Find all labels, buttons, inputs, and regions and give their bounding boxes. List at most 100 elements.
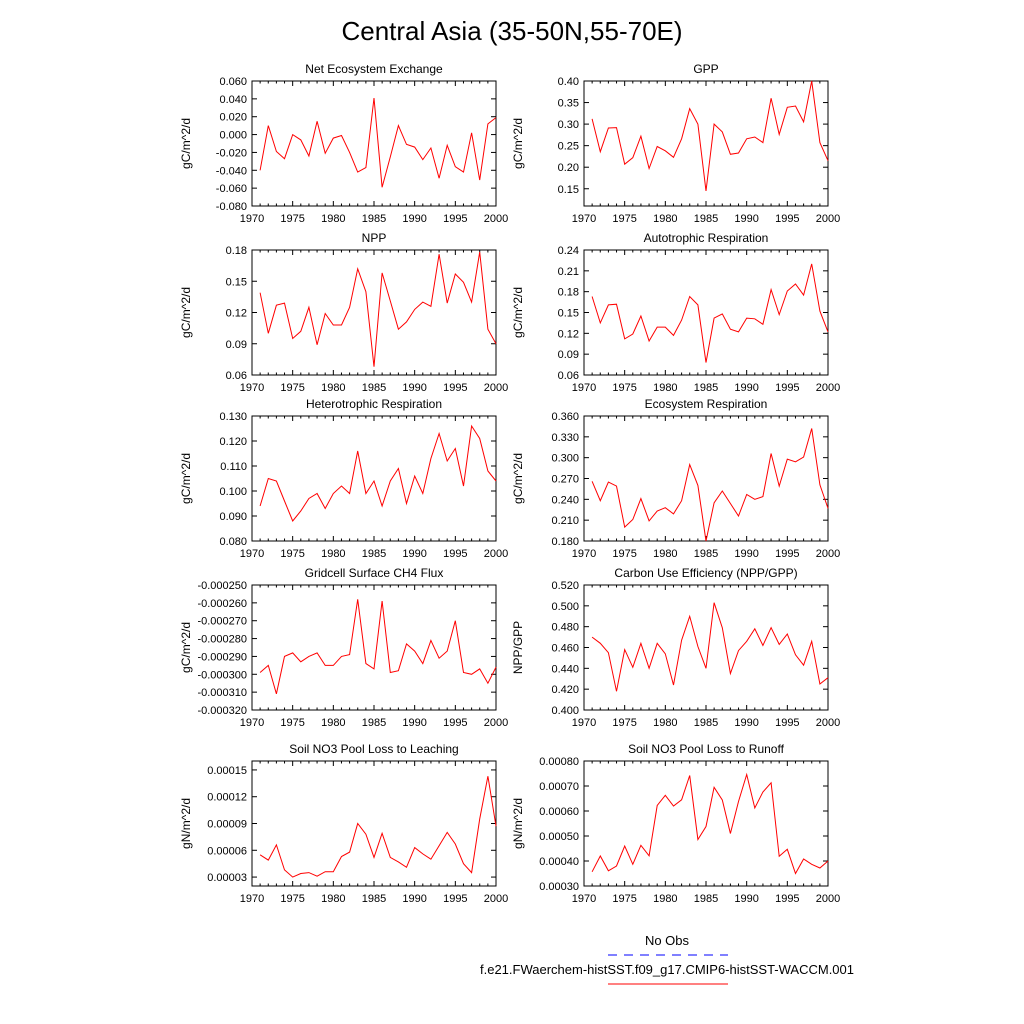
x-tick-label: 1985 bbox=[694, 382, 718, 394]
chart-title: Soil NO3 Pool Loss to Leaching bbox=[289, 742, 458, 756]
x-tick-label: 1975 bbox=[612, 893, 636, 905]
series-line bbox=[259, 599, 497, 695]
chart-leach: Soil NO3 Pool Loss to Leaching gN/m^2/d 19… bbox=[179, 742, 508, 905]
x-tick-label: 1990 bbox=[402, 213, 426, 225]
y-tick-label: 0.18 bbox=[226, 245, 247, 257]
plot-frame bbox=[251, 249, 497, 376]
y-tick-label: 0.00070 bbox=[539, 781, 579, 793]
x-tick-label: 1975 bbox=[280, 382, 304, 394]
y-tick-label: -0.000290 bbox=[197, 651, 247, 663]
x-tick-label: 2000 bbox=[816, 213, 840, 225]
chart-ch4: Gridcell Surface CH4 Flux gC/m^2/d 1970 197… bbox=[179, 566, 508, 729]
y-tick-label: -0.000310 bbox=[197, 687, 247, 699]
x-tick-label: 1975 bbox=[280, 717, 304, 729]
series-line bbox=[259, 776, 497, 878]
x-tick-label: 2000 bbox=[484, 717, 508, 729]
chart-title: Gridcell Surface CH4 Flux bbox=[305, 566, 444, 580]
y-tick-label: 0.00080 bbox=[539, 756, 579, 768]
chart-title: Soil NO3 Pool Loss to Runoff bbox=[628, 742, 785, 756]
x-tick-label: 1980 bbox=[321, 382, 345, 394]
y-tick-label: 0.300 bbox=[551, 453, 579, 465]
y-tick-label: -0.040 bbox=[216, 165, 247, 177]
chart-npp: NPP gC/m^2/d 1970 1975 1980 1985 1990 1995 2000 0… bbox=[179, 231, 508, 394]
chart-er: Ecosystem Respiration gC/m^2/d 1970 1975 198… bbox=[511, 397, 840, 560]
y-tick-label: 0.00012 bbox=[207, 792, 247, 804]
x-tick-label: 1975 bbox=[612, 213, 636, 225]
y-tick-label: 0.12 bbox=[226, 308, 247, 320]
x-tick-label: 1970 bbox=[572, 382, 596, 394]
x-tick-label: 1985 bbox=[362, 213, 386, 225]
x-tick-label: 1975 bbox=[280, 893, 304, 905]
x-tick-label: 1970 bbox=[572, 893, 596, 905]
x-tick-label: 1975 bbox=[280, 213, 304, 225]
page-title: Central Asia (35-50N,55-70E) bbox=[341, 16, 682, 46]
x-tick-label: 1980 bbox=[653, 213, 677, 225]
x-tick-label: 1970 bbox=[240, 548, 264, 560]
series-line bbox=[591, 602, 829, 692]
x-tick-label: 1980 bbox=[321, 717, 345, 729]
x-tick-label: 1995 bbox=[443, 893, 467, 905]
y-tick-label: 0.120 bbox=[219, 436, 247, 448]
legend-label-obs: No Obs bbox=[645, 933, 690, 948]
x-tick-label: 1985 bbox=[694, 213, 718, 225]
x-tick-label: 1975 bbox=[280, 548, 304, 560]
y-axis-label: gN/m^2/d bbox=[179, 798, 193, 849]
x-tick-label: 1995 bbox=[443, 717, 467, 729]
y-tick-label: 0.12 bbox=[558, 328, 579, 340]
chart-runoff: Soil NO3 Pool Loss to Runoff gN/m^2/d 1970… bbox=[511, 742, 840, 905]
x-tick-label: 2000 bbox=[484, 382, 508, 394]
chart-title: GPP bbox=[693, 62, 718, 76]
y-tick-label: 0.00060 bbox=[539, 806, 579, 818]
y-tick-label: 0.00009 bbox=[207, 819, 247, 831]
y-tick-label: 0.000 bbox=[219, 130, 247, 142]
y-tick-label: 0.060 bbox=[219, 76, 247, 88]
x-tick-label: 1995 bbox=[775, 893, 799, 905]
y-tick-label: 0.15 bbox=[558, 308, 579, 320]
y-tick-label: 0.420 bbox=[551, 684, 579, 696]
y-tick-label: 0.100 bbox=[219, 486, 247, 498]
x-tick-label: 1970 bbox=[572, 213, 596, 225]
y-axis-label: gC/m^2/d bbox=[511, 287, 525, 338]
x-tick-label: 1985 bbox=[362, 548, 386, 560]
y-tick-label: 0.09 bbox=[558, 349, 579, 361]
x-tick-label: 1990 bbox=[402, 893, 426, 905]
y-tick-label: -0.020 bbox=[216, 147, 247, 159]
x-tick-label: 1970 bbox=[572, 717, 596, 729]
y-tick-label: 0.210 bbox=[551, 515, 579, 527]
y-tick-label: 0.09 bbox=[226, 339, 247, 351]
y-axis-label: NPP/GPP bbox=[511, 621, 525, 674]
x-tick-label: 1970 bbox=[240, 717, 264, 729]
y-tick-label: 0.40 bbox=[558, 76, 579, 88]
x-tick-label: 1970 bbox=[240, 382, 264, 394]
series-line bbox=[591, 428, 829, 542]
x-tick-label: 1990 bbox=[734, 893, 758, 905]
y-axis-label: gN/m^2/d bbox=[511, 798, 525, 849]
chart-hr: Heterotrophic Respiration gC/m^2/d 1970 197… bbox=[179, 397, 508, 560]
y-tick-label: 0.15 bbox=[558, 184, 579, 196]
legend-label-model: f.e21.FWaerchem-histSST.f09_g17.CMIP6-hi… bbox=[480, 962, 854, 977]
x-tick-label: 2000 bbox=[816, 548, 840, 560]
x-tick-label: 1975 bbox=[612, 717, 636, 729]
y-tick-label: 0.440 bbox=[551, 663, 579, 675]
y-tick-label: 0.21 bbox=[558, 266, 579, 278]
y-tick-label: 0.360 bbox=[551, 411, 579, 423]
x-tick-label: 2000 bbox=[484, 893, 508, 905]
x-tick-label: 1970 bbox=[240, 893, 264, 905]
y-tick-label: 0.270 bbox=[551, 474, 579, 486]
x-tick-label: 1990 bbox=[734, 548, 758, 560]
y-tick-label: 0.520 bbox=[551, 580, 579, 592]
y-tick-label: 0.25 bbox=[558, 141, 579, 153]
series-line bbox=[591, 772, 829, 875]
y-tick-label: -0.080 bbox=[216, 201, 247, 213]
x-tick-label: 1980 bbox=[653, 893, 677, 905]
x-tick-label: 1985 bbox=[362, 717, 386, 729]
chart-cue: Carbon Use Efficiency (NPP/GPP) NPP/GPP 19… bbox=[511, 566, 840, 729]
x-tick-label: 1980 bbox=[653, 382, 677, 394]
y-tick-label: -0.000280 bbox=[197, 634, 247, 646]
plot-frame bbox=[583, 415, 829, 542]
chart-ar: Autotrophic Respiration gC/m^2/d 1970 1975 1… bbox=[511, 231, 840, 394]
y-tick-label: 0.400 bbox=[551, 705, 579, 717]
legend: No Obs f.e21.FWaerchem-histSST.f09_g17.C… bbox=[480, 933, 854, 985]
x-tick-label: 1975 bbox=[612, 548, 636, 560]
x-tick-label: 1995 bbox=[775, 717, 799, 729]
